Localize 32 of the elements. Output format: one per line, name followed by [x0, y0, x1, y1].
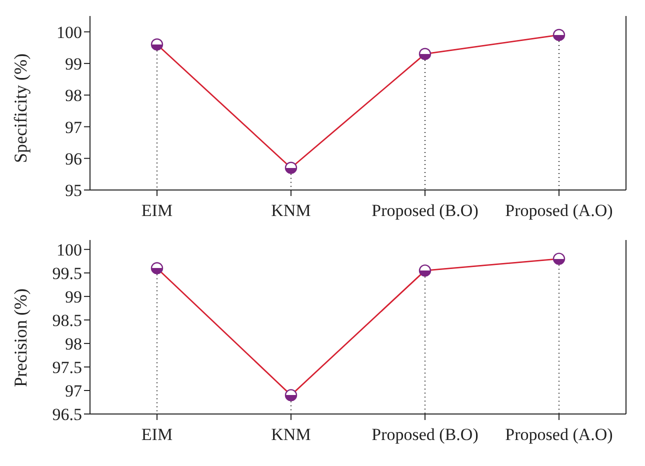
- y-tick-label: 99.5: [52, 264, 82, 283]
- point: [418, 48, 432, 60]
- point: [552, 28, 566, 42]
- y-tick-label: 95: [65, 181, 82, 200]
- y-tick-label: 100: [56, 240, 82, 260]
- y-tick-label: 98.5: [52, 310, 82, 330]
- point: [552, 252, 566, 265]
- x-tick-label: EIM: [141, 425, 173, 444]
- x-tick-label: Proposed (A.O): [505, 425, 613, 444]
- y-tick-label: 99: [65, 54, 82, 74]
- y-tick-label: 98: [65, 86, 82, 106]
- x-tick-label: KNM: [271, 425, 311, 444]
- y-tick-label: 99: [65, 287, 82, 306]
- point: [150, 262, 164, 274]
- point: [150, 38, 164, 51]
- point: [284, 162, 298, 174]
- point: [418, 264, 432, 277]
- y-axis-title: Specificity (%): [10, 54, 30, 163]
- y-tick-label: 96.5: [52, 405, 82, 424]
- y-tick-label: 100: [56, 22, 82, 42]
- x-tick-label: Proposed (B.O): [372, 201, 478, 220]
- y-tick-label: 98: [65, 334, 82, 354]
- x-tick-label: KNM: [271, 201, 311, 220]
- y-tick-label: 97: [65, 382, 82, 401]
- y-axis-title: Precision (%): [10, 288, 30, 387]
- y-tick-label: 97: [65, 118, 82, 137]
- x-tick-label: EIM: [141, 201, 173, 220]
- y-tick-label: 96: [65, 149, 82, 168]
- x-tick-label: Proposed (B.O): [372, 425, 478, 444]
- point: [284, 389, 298, 402]
- x-tick-label: Proposed (A.O): [505, 201, 613, 220]
- y-tick-label: 97.5: [52, 358, 82, 378]
